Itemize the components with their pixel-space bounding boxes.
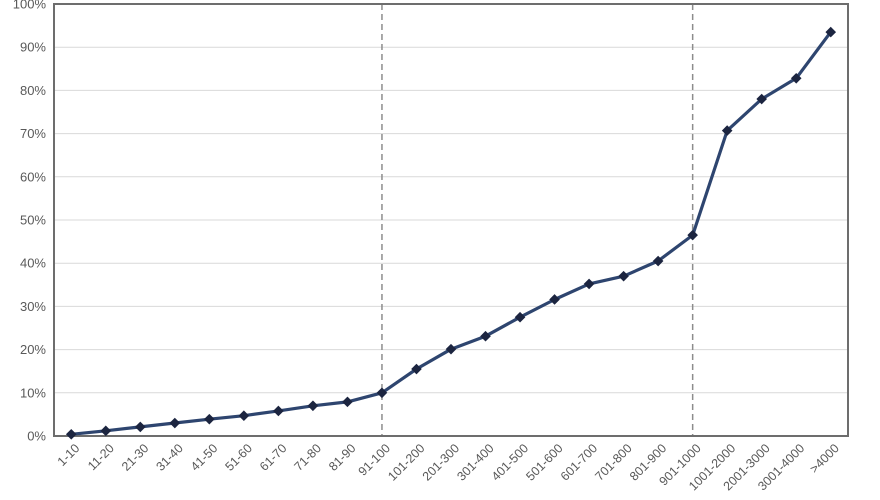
x-tick-label-21-30: 21-30 — [119, 441, 152, 474]
data-line — [69, 30, 833, 436]
data-point-marker-81-90 — [342, 396, 353, 408]
data-point-marker-101-200 — [411, 363, 422, 375]
y-tick-label-50: 50% — [20, 213, 46, 228]
data-point-marker-201-300 — [445, 343, 457, 355]
x-tick-label-701-800: 701-800 — [592, 441, 634, 483]
data-point-marker-501-600 — [549, 294, 560, 305]
data-point-marker-71-80 — [307, 400, 319, 412]
data-point-marker-3001-4000 — [790, 72, 802, 84]
y-tick-label-60: 60% — [20, 169, 46, 184]
y-tick-label-0: 0% — [27, 429, 46, 444]
data-point-marker-1001-2000 — [721, 125, 733, 136]
x-tick-label-41-50: 41-50 — [188, 441, 221, 474]
data-point-marker-701-800 — [618, 270, 629, 282]
data-point-marker-21-30 — [134, 421, 146, 433]
plot-border — [53, 3, 849, 437]
y-tick-label-90: 90% — [20, 40, 46, 55]
y-tick-label-20: 20% — [20, 342, 46, 357]
data-point-marker-601-700 — [583, 278, 595, 290]
data-point-marker-61-70 — [273, 405, 284, 417]
data-point-marker-801-900 — [652, 255, 664, 267]
y-tick-label-70: 70% — [20, 126, 46, 141]
data-point-marker-51-60 — [238, 410, 250, 422]
data-point-marker-41-50 — [204, 413, 215, 425]
y-tick-label-80: 80% — [20, 83, 46, 98]
y-tick-label-40: 40% — [20, 256, 46, 271]
x-tick-label-71-80: 71-80 — [292, 441, 325, 474]
x-tick-label-301-400: 301-400 — [454, 441, 496, 483]
x-tick-label-601-700: 601-700 — [558, 441, 600, 483]
y-tick-label-10: 10% — [20, 385, 46, 400]
x-tick-label-401-500: 401-500 — [489, 441, 531, 483]
data-point-marker-401-500 — [514, 311, 526, 323]
y-tick-label-30: 30% — [20, 299, 46, 314]
data-point-marker-1-10 — [65, 428, 77, 440]
x-tick-label-61-70: 61-70 — [257, 441, 290, 474]
data-point-marker-301-400 — [480, 330, 491, 342]
x-tick-label-501-600: 501-600 — [523, 441, 565, 483]
data-point-marker->4000 — [825, 26, 837, 38]
data-point-marker-91-100 — [376, 387, 388, 399]
x-tick-label-11-20: 11-20 — [85, 441, 117, 473]
x-tick-label-51-60: 51-60 — [222, 441, 255, 474]
x-tick-label-81-90: 81-90 — [326, 441, 359, 474]
x-tick-label-1-10: 1-10 — [55, 441, 83, 469]
x-tick-label-101-200: 101-200 — [385, 441, 427, 483]
x-tick-label-31-40: 31-40 — [153, 441, 186, 474]
data-point-marker-2001-3000 — [756, 93, 768, 105]
x-tick-label-201-300: 201-300 — [420, 441, 462, 483]
x-tick-label->4000: >4000 — [807, 441, 842, 476]
data-point-marker-901-1000 — [687, 229, 698, 241]
data-point-marker-11-20 — [100, 425, 112, 437]
data-point-marker-31-40 — [169, 417, 181, 429]
y-tick-label-100: 100% — [13, 0, 47, 12]
